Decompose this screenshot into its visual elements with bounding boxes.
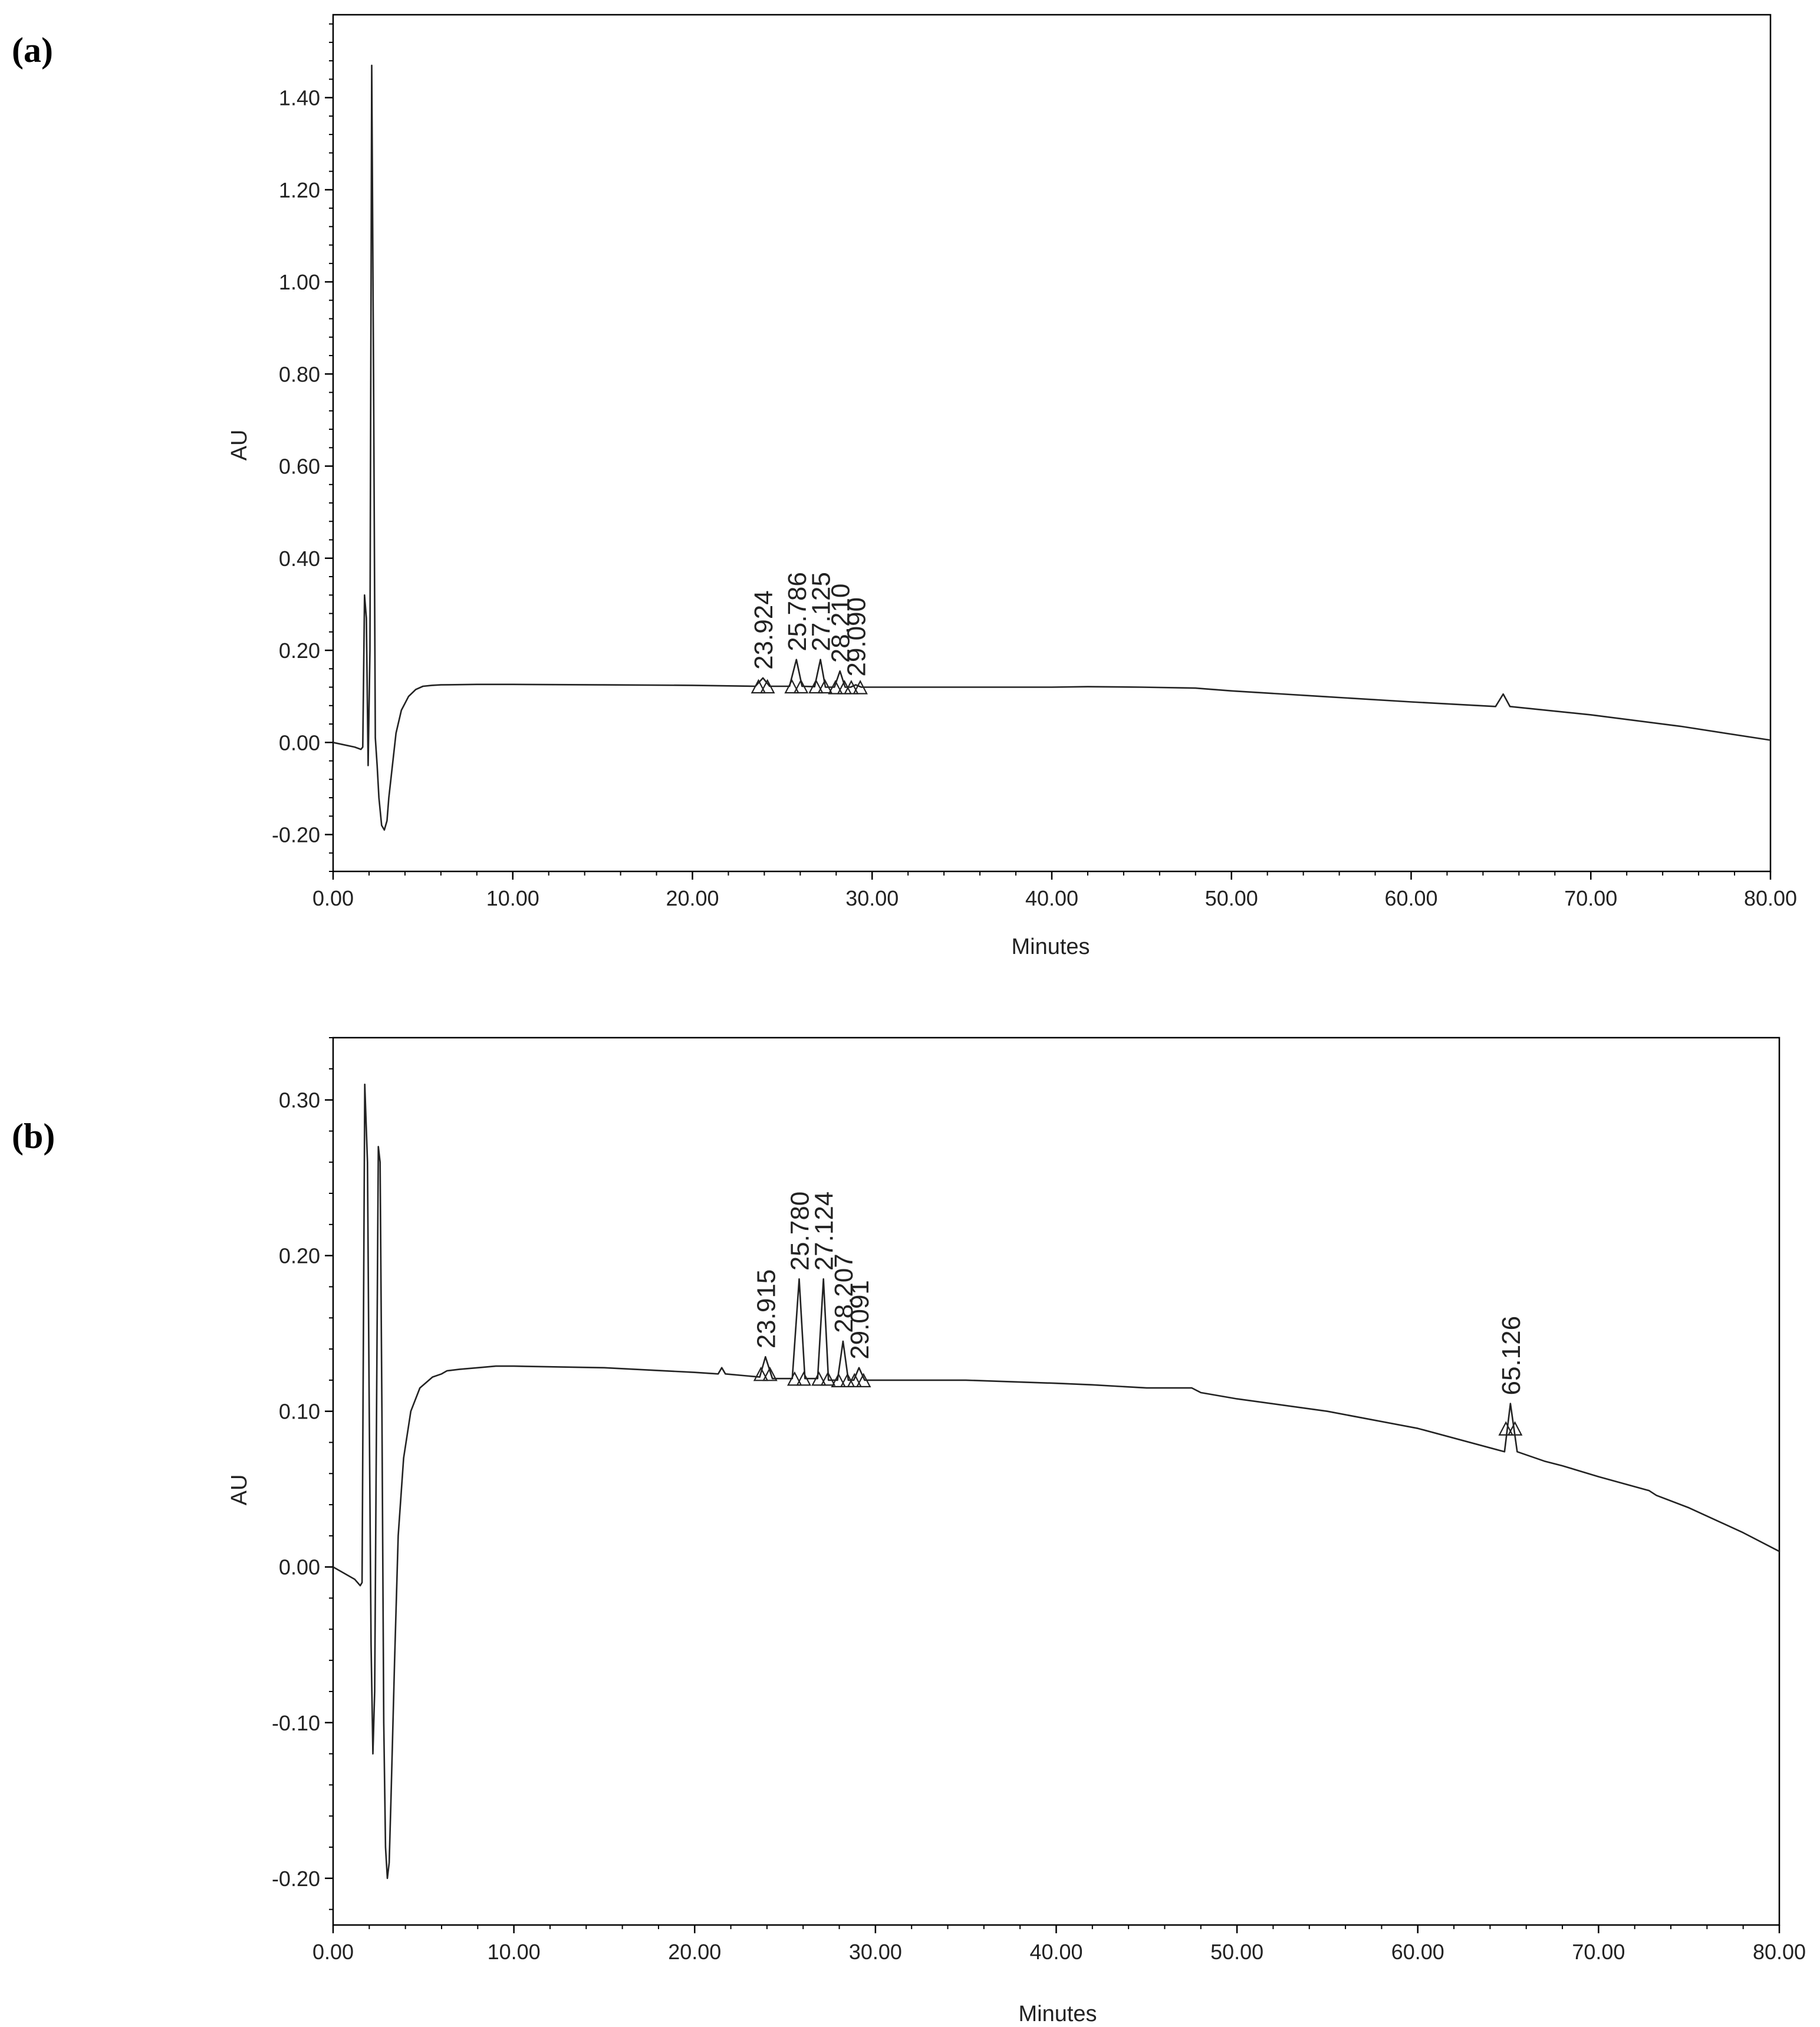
y-tick-label: 0.00	[279, 730, 320, 755]
peak-marker	[786, 1371, 802, 1386]
peak-label: 23.915	[752, 1269, 781, 1349]
peak-marker	[847, 1373, 863, 1387]
peak-marker	[828, 680, 843, 695]
axes-a: 0.00 10.00 20.00 30.00 40.00 50.00 60.00 70.00 8…	[272, 14, 1797, 910]
x-tick-label: 70.00	[1572, 1940, 1625, 1964]
y-tick-label: 0.60	[279, 455, 320, 479]
peak-marker	[808, 679, 824, 694]
x-tick-label: 60.00	[1384, 886, 1437, 910]
peak-marker	[762, 1366, 778, 1381]
y-tick-label: 0.20	[279, 1244, 320, 1268]
peak-label: 27.124	[810, 1192, 839, 1271]
y-tick-label: 0.20	[279, 639, 320, 663]
peak-marker	[853, 680, 868, 695]
peak-marker	[820, 1371, 836, 1386]
x-tick-label: 60.00	[1391, 1940, 1444, 1964]
x-tick-label: 30.00	[849, 1940, 902, 1964]
peak-marker	[831, 1373, 847, 1387]
y-tick-label: 0.80	[279, 362, 320, 386]
peak-label: 27.125	[807, 572, 836, 651]
peak-marker	[1507, 1421, 1523, 1436]
y-tick-label: 1.40	[279, 86, 320, 110]
x-tick-label: 10.00	[486, 886, 539, 910]
y-tick-label: -0.10	[272, 1711, 320, 1735]
chromatogram-panel-a: (a) 0.00 10.00 20.00 30.00 40.00 50.00 60.00 70…	[12, 14, 1797, 959]
x-tick-label: 50.00	[1205, 886, 1258, 910]
x-tick-label: 80.00	[1744, 886, 1797, 910]
x-tick-label: 0.00	[312, 886, 354, 910]
x-tick-label: 40.00	[1029, 1940, 1082, 1964]
peak-marker	[811, 1371, 827, 1386]
peak-label: 25.780	[786, 1192, 815, 1271]
x-tick-label: 20.00	[666, 886, 719, 910]
x-axis-label-a: Minutes	[1011, 934, 1090, 959]
peak-marker	[793, 679, 809, 694]
x-tick-label: 80.00	[1753, 1940, 1806, 1964]
peak-marker	[855, 1373, 871, 1387]
peak-label: 28.210	[827, 584, 855, 663]
panel-label-a: (a)	[12, 31, 53, 70]
y-tick-label: 1.20	[279, 178, 320, 202]
x-tick-label: 0.00	[312, 1940, 354, 1964]
panel-label-b: (b)	[12, 1117, 55, 1156]
x-axis-label-b: Minutes	[1018, 2002, 1097, 2026]
peak-label: 25.786	[783, 572, 812, 651]
y-axis-label-b: AU	[227, 1475, 252, 1506]
y-tick-label: 1.00	[279, 270, 320, 294]
peak-label: 23.924	[749, 590, 778, 670]
axes-b: 0.00 10.00 20.00 30.00 40.00 50.00 60.00 70.00 8…	[272, 1036, 1806, 1964]
peak-marker	[759, 679, 775, 694]
peak-label: 29.091	[845, 1280, 874, 1360]
chromatogram-panel-b: (b) 0.00 10.00 20.00 30.00 40.00 50.00 60.00 70…	[12, 1036, 1806, 2026]
peak-marker	[796, 1371, 811, 1386]
peak-label: 28.207	[830, 1253, 858, 1333]
y-tick-label: 0.40	[279, 547, 320, 571]
x-tick-label: 50.00	[1210, 1940, 1263, 1964]
peak-marker	[1498, 1421, 1514, 1436]
y-tick-label: -0.20	[272, 1867, 320, 1891]
y-tick-label: 0.30	[279, 1088, 320, 1113]
x-tick-label: 30.00	[845, 886, 899, 910]
peak-marker	[751, 679, 766, 694]
y-tick-label: 0.10	[279, 1400, 320, 1424]
chromatogram-trace-b	[333, 1083, 1780, 1880]
peak-marker	[844, 680, 859, 695]
y-tick-label: -0.20	[272, 823, 320, 847]
y-tick-label: 0.00	[279, 1555, 320, 1580]
peak-label: 65.126	[1497, 1316, 1526, 1396]
x-tick-label: 10.00	[488, 1940, 541, 1964]
x-tick-label: 70.00	[1564, 886, 1617, 910]
x-tick-label: 40.00	[1025, 886, 1078, 910]
x-tick-label: 20.00	[668, 1940, 721, 1964]
peak-label: 29.090	[842, 597, 871, 677]
peak-marker	[817, 679, 833, 694]
y-axis-label-a: AU	[227, 430, 252, 461]
peak-marker	[784, 679, 800, 694]
peak-marker	[753, 1366, 769, 1381]
